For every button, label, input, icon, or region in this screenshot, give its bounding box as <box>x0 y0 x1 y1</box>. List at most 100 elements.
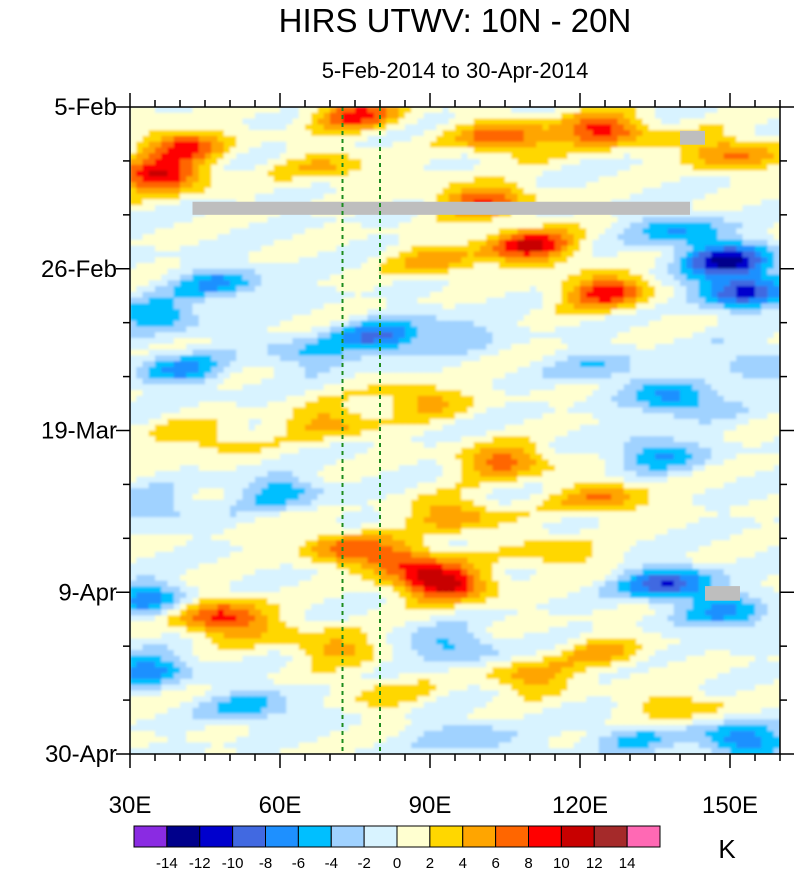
field-cell <box>536 239 544 247</box>
field-cell <box>748 251 756 258</box>
field-cell <box>230 314 237 322</box>
field-cell <box>342 257 350 264</box>
field-cell <box>367 268 375 276</box>
field-cell <box>617 239 625 247</box>
field-cell <box>442 239 450 247</box>
field-cell <box>686 309 694 316</box>
field-cell <box>361 349 369 357</box>
field-cell <box>367 291 375 299</box>
field-cell <box>442 378 450 385</box>
field-cell <box>136 332 144 339</box>
field-cell <box>580 303 587 310</box>
field-cell <box>242 262 250 270</box>
field-cell <box>311 182 319 189</box>
field-cell <box>155 153 162 160</box>
field-cell <box>236 234 244 241</box>
field-cell <box>411 182 419 189</box>
field-cell <box>730 234 737 241</box>
field-cell <box>773 355 780 362</box>
field-cell <box>380 297 387 305</box>
field-cell <box>305 147 312 154</box>
field-cell <box>417 193 425 201</box>
field-cell <box>492 349 500 357</box>
field-cell <box>461 135 469 143</box>
field-cell <box>492 274 500 281</box>
field-cell <box>417 332 425 339</box>
field-cell <box>423 118 431 125</box>
field-cell <box>192 245 200 253</box>
field-cell <box>542 216 550 224</box>
field-cell <box>492 326 500 333</box>
field-cell <box>411 147 419 154</box>
field-cell <box>530 314 537 322</box>
field-cell <box>717 135 725 143</box>
field-cell <box>173 107 181 114</box>
field-cell <box>736 257 744 264</box>
field-cell <box>561 153 569 160</box>
field-cell <box>711 320 719 328</box>
field-cell <box>680 187 687 195</box>
field-cell <box>561 130 569 137</box>
field-cell <box>417 170 425 177</box>
field-cell <box>592 274 600 281</box>
field-cell <box>198 320 206 328</box>
field-cell <box>130 268 137 276</box>
field-cell <box>317 314 325 322</box>
field-cell <box>273 303 281 310</box>
field-cell <box>592 216 600 224</box>
field-cell <box>717 170 725 177</box>
field-cell <box>648 291 656 299</box>
field-cell <box>286 320 294 328</box>
field-cell <box>405 280 412 287</box>
field-cell <box>423 378 431 385</box>
field-cell <box>217 314 225 322</box>
field-cell <box>336 378 344 385</box>
field-cell <box>417 366 425 374</box>
field-cell <box>636 372 644 380</box>
field-cell <box>517 280 525 287</box>
field-cell <box>473 332 481 339</box>
field-cell <box>298 326 306 333</box>
field-cell <box>286 228 294 235</box>
field-cell <box>436 182 444 189</box>
field-cell <box>598 378 606 385</box>
field-cell <box>142 343 150 351</box>
field-cell <box>448 309 456 316</box>
field-cell <box>536 222 544 229</box>
field-cell <box>386 372 394 380</box>
field-cell <box>705 303 712 310</box>
field-cell <box>767 361 775 368</box>
field-cell <box>355 338 362 345</box>
field-cell <box>336 349 344 357</box>
field-cell <box>773 297 780 305</box>
field-cell <box>755 130 762 137</box>
field-cell <box>192 130 200 137</box>
field-cell <box>598 291 606 299</box>
field-cell <box>205 257 212 264</box>
field-cell <box>442 262 450 270</box>
field-cell <box>436 378 444 385</box>
field-cell <box>286 245 294 253</box>
field-cell <box>386 366 394 374</box>
field-cell <box>480 268 487 276</box>
field-cell <box>448 378 456 385</box>
field-cell <box>498 112 506 120</box>
field-cell <box>355 320 362 328</box>
field-cell <box>511 262 519 270</box>
field-cell <box>317 338 325 345</box>
field-cell <box>542 141 550 149</box>
field-cell <box>305 280 312 287</box>
field-cell <box>492 309 500 316</box>
field-cell <box>492 118 500 125</box>
field-cell <box>417 338 425 345</box>
field-cell <box>286 141 294 149</box>
field-cell <box>436 251 444 258</box>
field-cell <box>473 338 481 345</box>
field-cell <box>623 135 631 143</box>
field-cell <box>542 291 550 299</box>
field-cell <box>298 245 306 253</box>
field-cell <box>255 378 262 385</box>
field-cell <box>248 349 256 357</box>
field-cell <box>630 130 637 137</box>
field-cell <box>367 280 375 287</box>
